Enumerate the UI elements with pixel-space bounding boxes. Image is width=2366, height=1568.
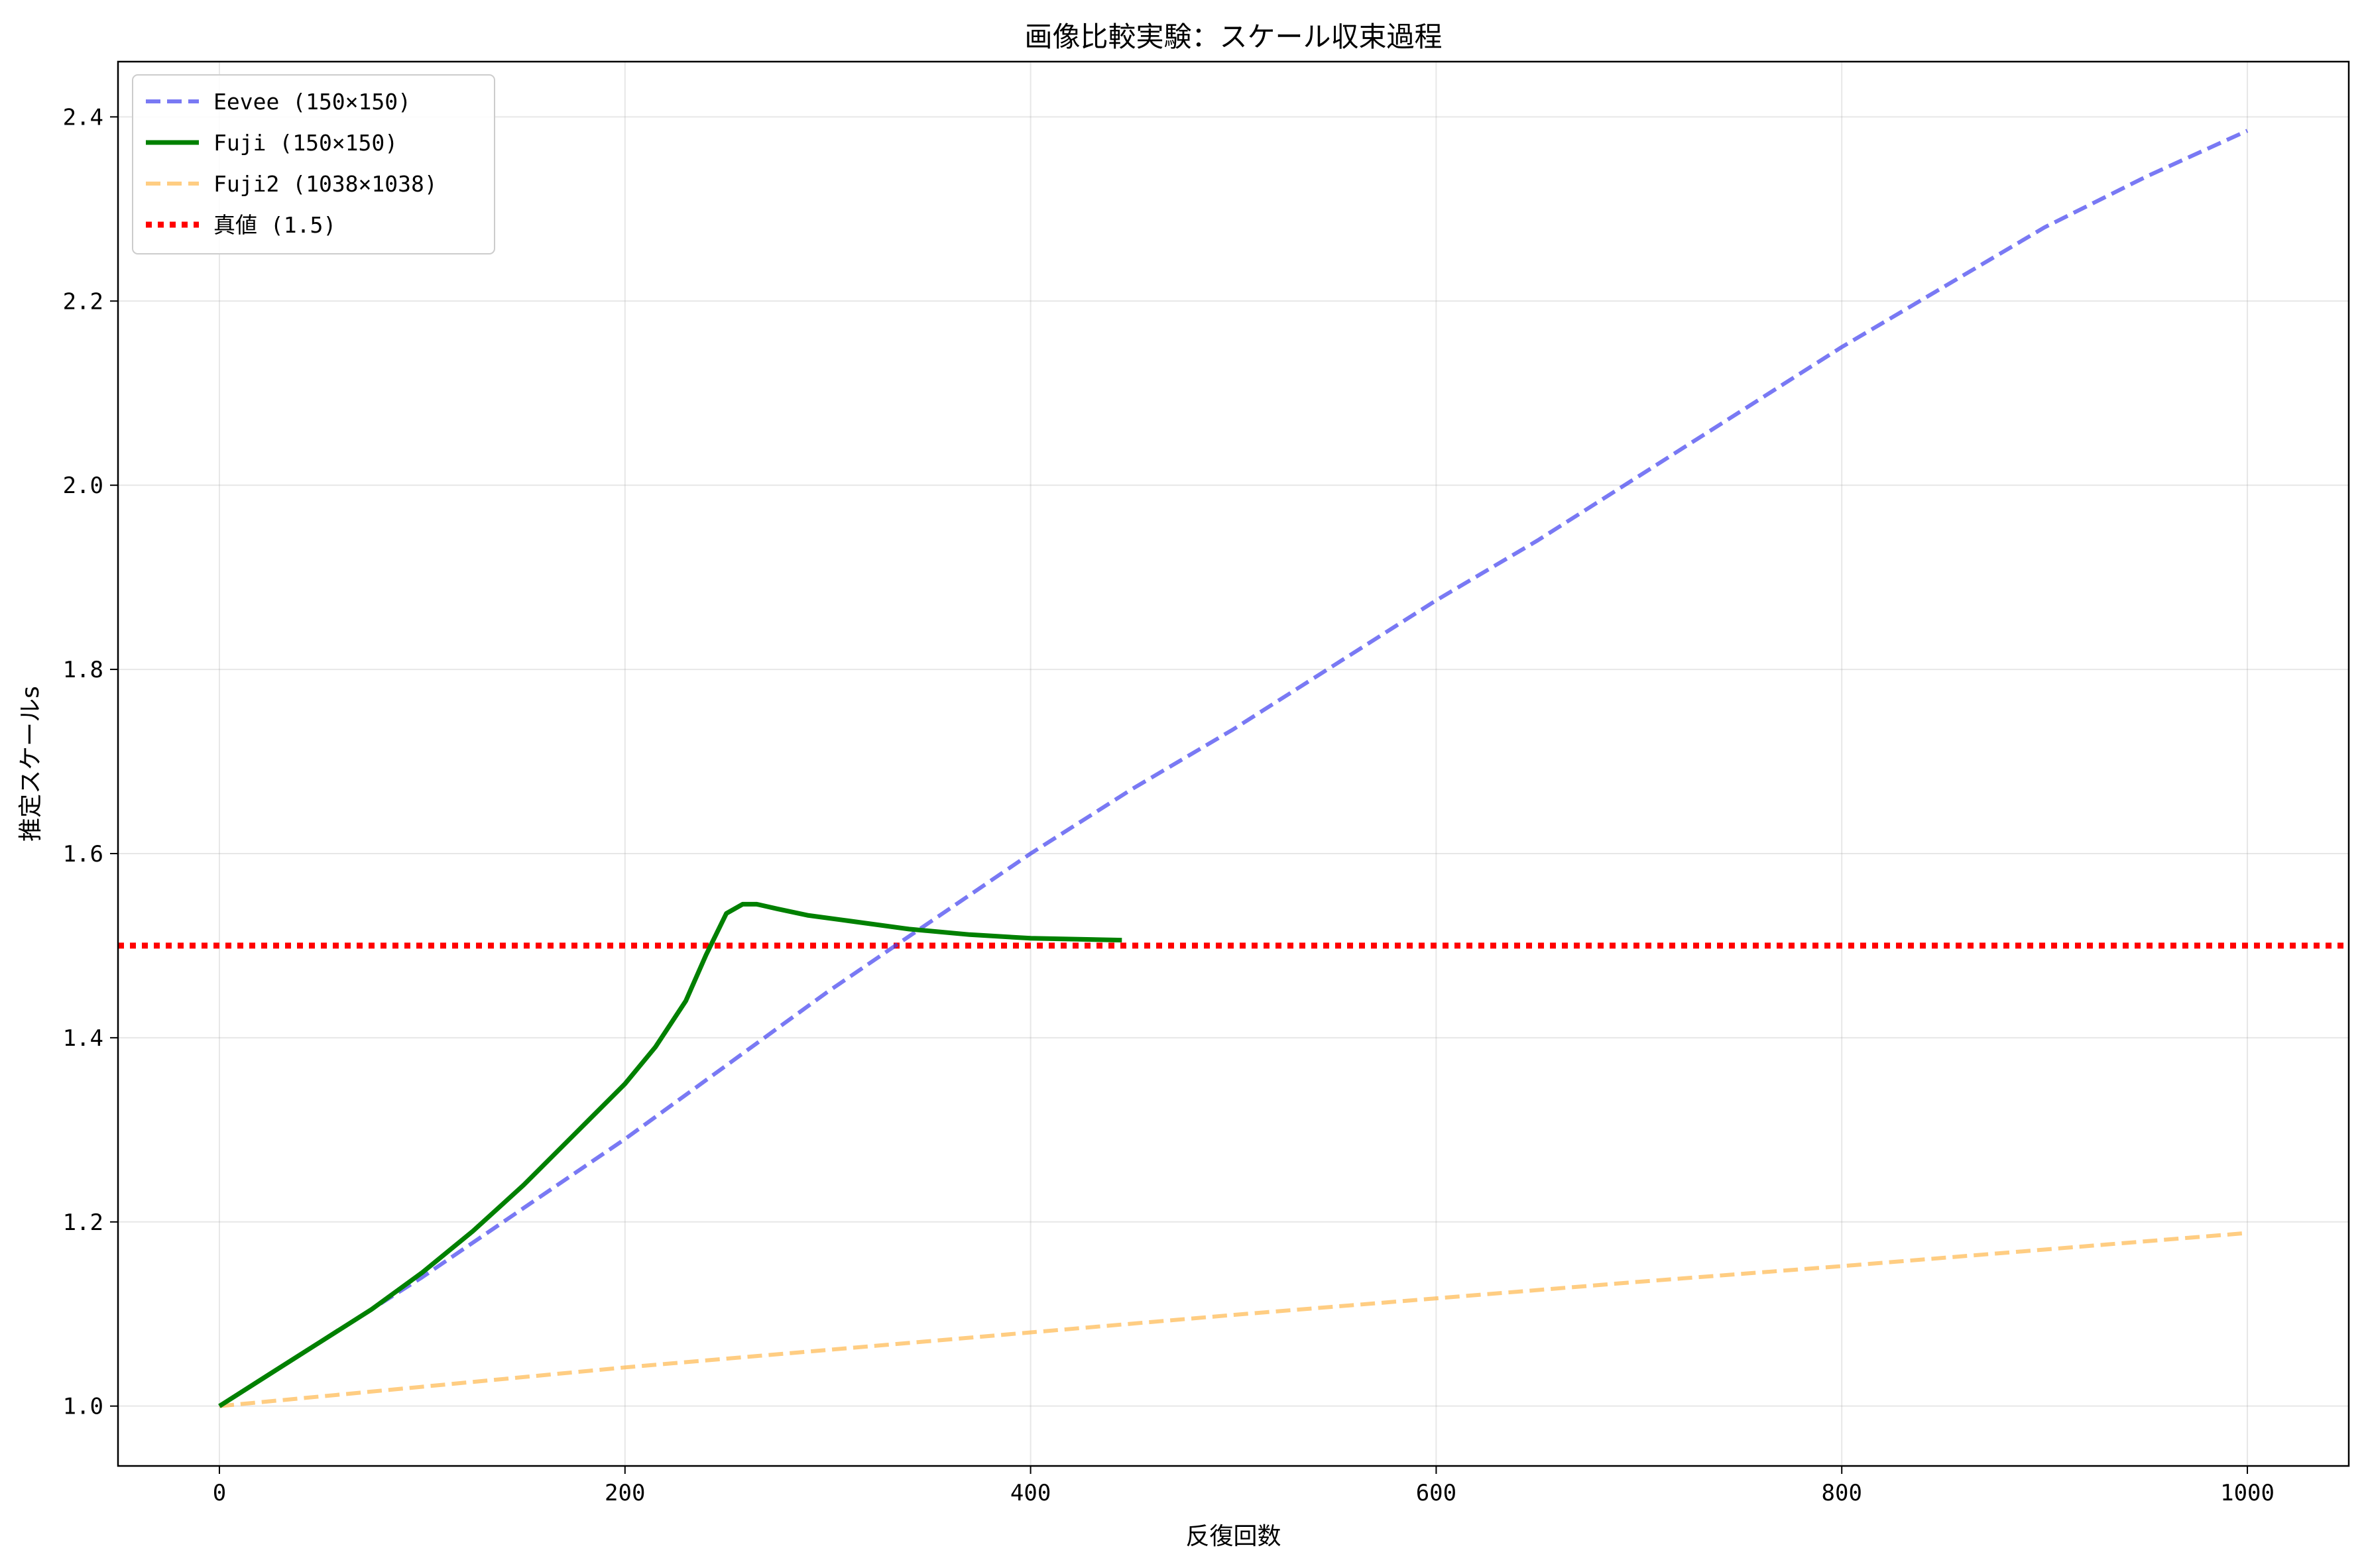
legend-label-2: Fuji2 (1038×1038) [213, 171, 438, 197]
y-tick-label: 1.6 [63, 841, 103, 868]
y-tick-label: 1.0 [63, 1394, 103, 1420]
legend-box [132, 74, 495, 254]
series-line-0 [218, 129, 2249, 1408]
x-tick-label: 600 [1416, 1480, 1456, 1506]
legend: Eevee (150×150) Fuji (150×150) Fuji2 (1038… [132, 74, 495, 254]
y-tick-label: 1.4 [63, 1025, 103, 1052]
ticks: 0 200 400 600 800 1000 1.0 1.2 1.4 1.6 1.8 2.0 2.2 2.… [63, 104, 2275, 1506]
grid [118, 62, 2349, 1466]
legend-label-1: Fuji (150×150) [213, 130, 398, 156]
x-tick-label: 800 [1822, 1480, 1862, 1506]
y-axis-label: 推定スケールs [17, 686, 44, 842]
legend-label-3: 真値 (1.5) [213, 212, 336, 238]
series-layer [118, 129, 2349, 1408]
x-tick-label: 200 [605, 1480, 645, 1506]
y-tick-label: 1.8 [63, 657, 103, 683]
x-axis-label: 反復回数 [1185, 1523, 1281, 1550]
y-tick-label: 2.0 [63, 473, 103, 499]
y-tick-label: 2.2 [63, 288, 103, 315]
series-line-2 [219, 1231, 2248, 1408]
chart-title: 画像比較実験：スケール収束過程 [1024, 21, 1442, 53]
x-tick-label: 400 [1010, 1480, 1051, 1506]
plot-frame [117, 60, 2350, 1467]
legend-label-0: Eevee (150×150) [213, 89, 411, 115]
x-tick-label: 0 [213, 1480, 226, 1506]
series-line-1 [218, 901, 1122, 1408]
x-tick-label: 1000 [2220, 1480, 2275, 1506]
y-tick-label: 2.4 [63, 104, 103, 131]
y-tick-label: 1.2 [63, 1209, 103, 1236]
